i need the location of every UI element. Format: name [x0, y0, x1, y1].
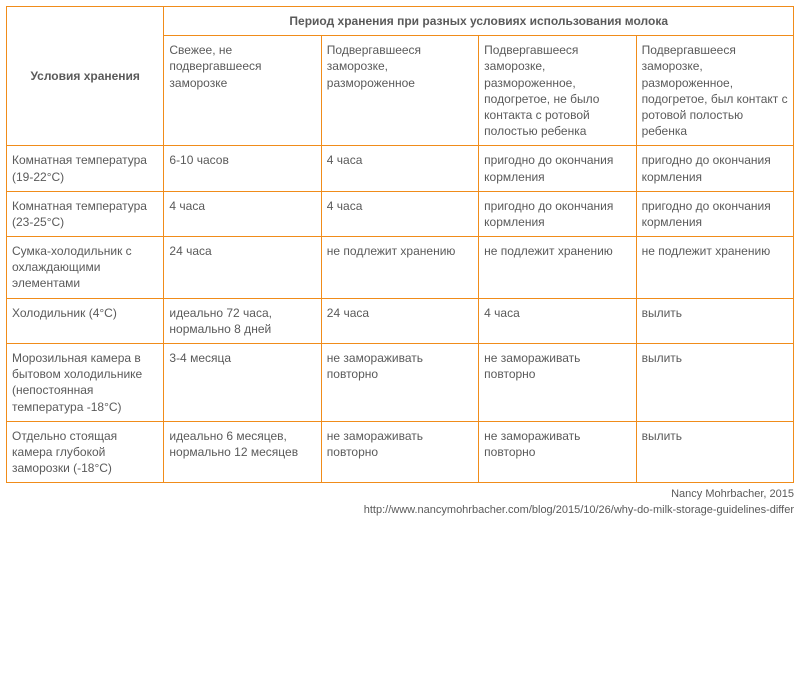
cell-condition: Комнатная температура (19-22°C) — [7, 146, 164, 191]
table-row: Комнатная температура (23-25°C) 4 часа 4… — [7, 191, 794, 236]
subheader-3: Подвергавшееся заморозке, размороженное,… — [479, 36, 636, 146]
cell-value: 24 часа — [164, 237, 321, 299]
cell-value: 6-10 часов — [164, 146, 321, 191]
cell-value: не замораживать повторно — [479, 344, 636, 422]
table-body: Комнатная температура (19-22°C) 6-10 час… — [7, 146, 794, 483]
cell-value: пригодно до окончания кормления — [479, 146, 636, 191]
subheader-1: Свежее, не подвергавшееся заморозке — [164, 36, 321, 146]
cell-value: 3-4 месяца — [164, 344, 321, 422]
cell-value: пригодно до окончания кормления — [636, 191, 793, 236]
subheader-2: Подвергавшееся заморозке, размороженное — [321, 36, 478, 146]
milk-storage-table: Условия хранения Период хранения при раз… — [6, 6, 794, 483]
credits: Nancy Mohrbacher, 2015 http://www.nancym… — [6, 487, 794, 518]
cell-value: не замораживать повторно — [479, 421, 636, 483]
cell-value: не подлежит хранению — [636, 237, 793, 299]
cell-value: идеально 6 месяцев, нормально 12 месяцев — [164, 421, 321, 483]
cell-value: не замораживать повторно — [321, 344, 478, 422]
cell-value: пригодно до окончания кормления — [479, 191, 636, 236]
cell-condition: Морозильная камера в бытовом холодильник… — [7, 344, 164, 422]
header-period-title: Период хранения при разных условиях испо… — [164, 7, 794, 36]
cell-value: 4 часа — [164, 191, 321, 236]
table-row: Морозильная камера в бытовом холодильник… — [7, 344, 794, 422]
cell-value: 4 часа — [479, 298, 636, 343]
cell-value: вылить — [636, 421, 793, 483]
table-row: Сумка-холодильник с охлаждающими элемент… — [7, 237, 794, 299]
credits-url: http://www.nancymohrbacher.com/blog/2015… — [6, 503, 794, 518]
table-row: Отдельно стоящая камера глубокой замороз… — [7, 421, 794, 483]
cell-condition: Холодильник (4°C) — [7, 298, 164, 343]
cell-value: не замораживать повторно — [321, 421, 478, 483]
cell-value: 4 часа — [321, 191, 478, 236]
cell-value: идеально 72 часа, нормально 8 дней — [164, 298, 321, 343]
cell-value: 24 часа — [321, 298, 478, 343]
cell-value: не подлежит хранению — [321, 237, 478, 299]
header-storage-conditions: Условия хранения — [7, 7, 164, 146]
table-row: Холодильник (4°C) идеально 72 часа, норм… — [7, 298, 794, 343]
cell-condition: Сумка-холодильник с охлаждающими элемент… — [7, 237, 164, 299]
table-row: Комнатная температура (19-22°C) 6-10 час… — [7, 146, 794, 191]
credits-author: Nancy Mohrbacher, 2015 — [6, 487, 794, 502]
cell-value: вылить — [636, 298, 793, 343]
table-header-row-1: Условия хранения Период хранения при раз… — [7, 7, 794, 36]
cell-value: 4 часа — [321, 146, 478, 191]
cell-value: не подлежит хранению — [479, 237, 636, 299]
cell-condition: Комнатная температура (23-25°C) — [7, 191, 164, 236]
cell-value: вылить — [636, 344, 793, 422]
cell-condition: Отдельно стоящая камера глубокой замороз… — [7, 421, 164, 483]
cell-value: пригодно до окончания кормления — [636, 146, 793, 191]
subheader-4: Подвергавшееся заморозке, размороженное,… — [636, 36, 793, 146]
